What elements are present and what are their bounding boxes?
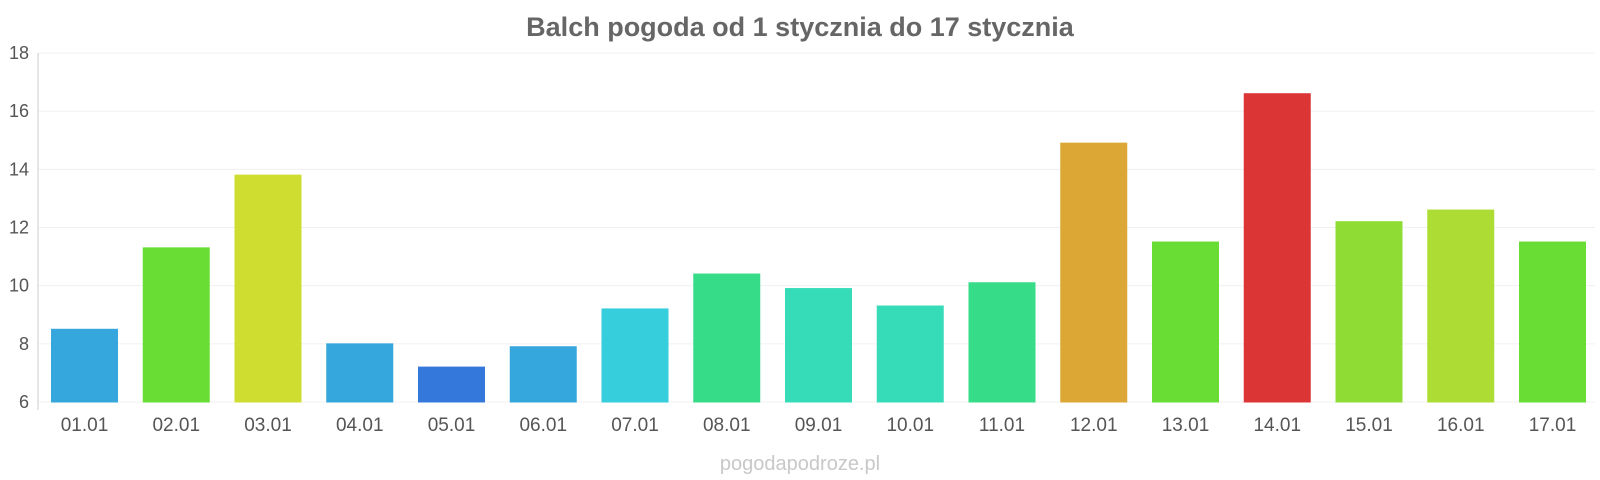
x-tick-label: 03.01: [244, 415, 292, 436]
y-tick-label: 14: [9, 159, 29, 179]
x-tick-label: 05.01: [428, 415, 476, 436]
bar-03.01: [234, 174, 302, 403]
bar-16.01: [1427, 209, 1495, 403]
bar-09.01: [785, 288, 852, 403]
bar-01.01: [51, 328, 118, 403]
bar-13.01: [1152, 241, 1219, 403]
x-tick-label: 08.01: [703, 415, 751, 436]
x-tick-label: 14.01: [1253, 415, 1301, 436]
bar-17.01: [1519, 241, 1586, 403]
x-tick-label: 09.01: [795, 415, 843, 436]
x-tick-label: 10.01: [886, 415, 934, 436]
chart-title: Balch pogoda od 1 stycznia do 17 styczni…: [526, 12, 1075, 42]
bar-07.01: [601, 308, 669, 403]
x-axis-labels: 01.01 02.01 03.01 04.01 05.01 06.01 07.01 08.01…: [61, 415, 1577, 436]
x-tick-label: 01.01: [61, 415, 109, 436]
x-tick-label: 16.01: [1437, 415, 1485, 436]
bar-15.01: [1335, 221, 1403, 403]
y-tick-label: 6: [19, 392, 29, 412]
x-tick-label: 04.01: [336, 415, 384, 436]
watermark: pogodapodroze.pl: [720, 453, 880, 475]
bar-08.01: [693, 273, 761, 403]
bars: [51, 93, 1586, 403]
y-tick-label: 16: [9, 101, 29, 121]
bar-10.01: [876, 305, 944, 403]
x-tick-label: 02.01: [152, 415, 200, 436]
x-tick-label: 15.01: [1345, 415, 1393, 436]
bar-06.01: [509, 346, 577, 403]
x-tick-label: 11.01: [979, 415, 1025, 436]
y-tick-label: 18: [9, 43, 29, 63]
y-tick-label: 8: [19, 334, 29, 354]
bar-12.01: [1060, 142, 1128, 403]
x-tick-label: 13.01: [1162, 415, 1210, 436]
y-tick-label: 10: [9, 276, 29, 296]
bar-14.01: [1243, 93, 1311, 403]
y-axis-ticks: 6 8 10 12 14 16 18: [9, 43, 29, 412]
bar-11.01: [968, 282, 1036, 403]
bar-04.01: [326, 343, 394, 403]
x-tick-label: 07.01: [611, 415, 659, 436]
x-tick-label: 17.01: [1529, 415, 1577, 436]
x-tick-label: 12.01: [1070, 415, 1118, 436]
bar-02.01: [142, 247, 210, 403]
x-tick-label: 06.01: [519, 415, 567, 436]
y-tick-label: 12: [9, 218, 29, 238]
bar-05.01: [418, 366, 485, 403]
